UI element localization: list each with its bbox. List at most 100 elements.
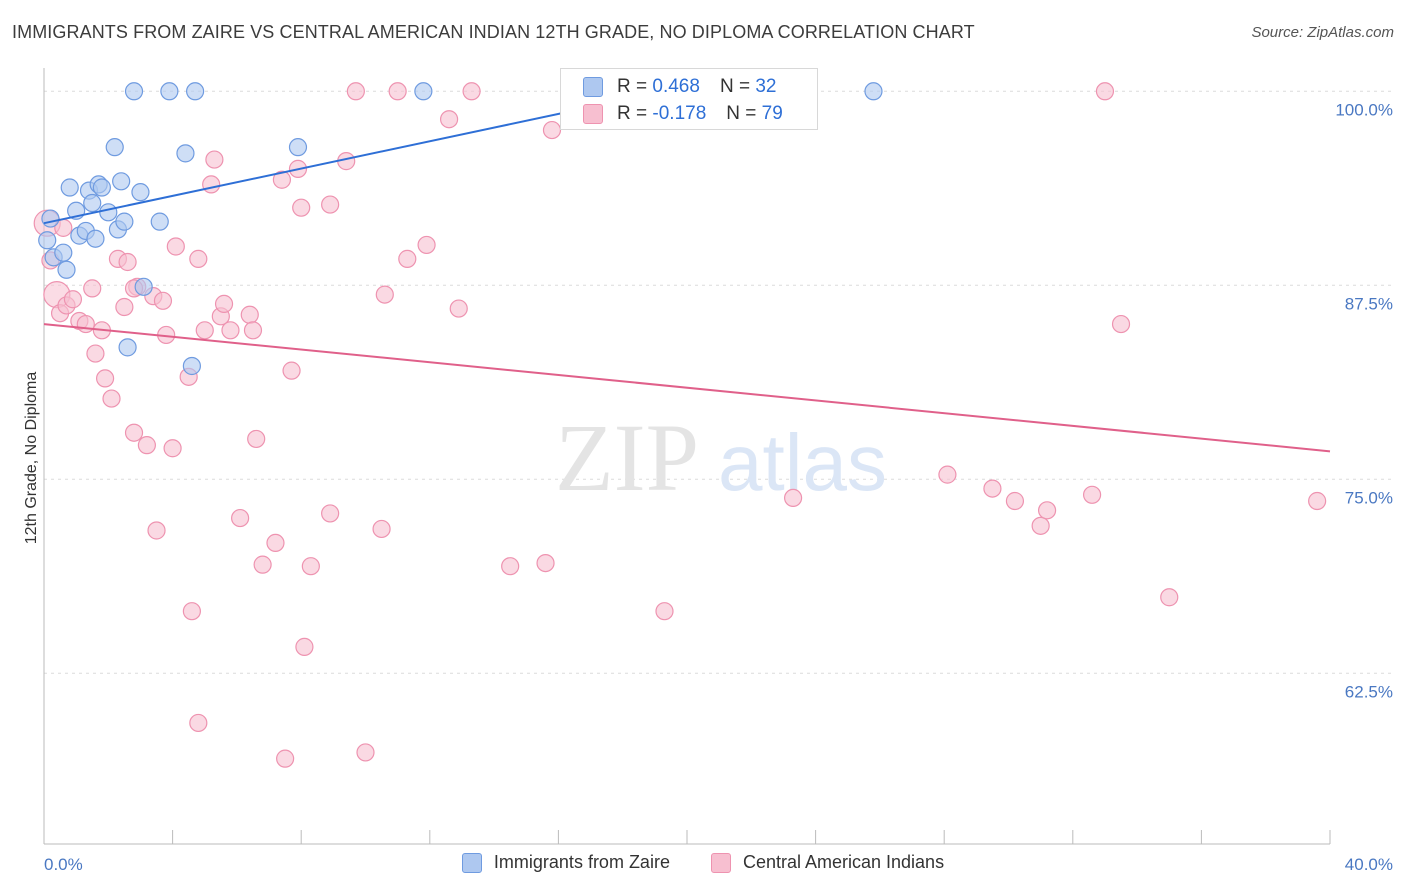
x-tick-label-max: 40.0%: [1345, 855, 1393, 874]
central-american-point-38: [253, 555, 272, 574]
watermark-atlas: atlas: [718, 418, 887, 507]
central-american-point-32: [214, 294, 234, 314]
gridlines: [44, 90, 1393, 674]
central-american-point-28: [195, 321, 214, 340]
central-american-point-9: [86, 344, 105, 363]
central-american-point-70: [1037, 501, 1057, 520]
central-american-point-24: [166, 237, 185, 256]
central-american-point-39: [266, 533, 285, 553]
zaire-point-20: [124, 82, 144, 101]
zaire-point-1: [41, 209, 60, 228]
zaire-point-25: [176, 144, 195, 163]
r-value: -0.178: [652, 103, 707, 124]
y-tick-labels: 62.5% 75.0% 87.5% 100.0%: [1335, 100, 1393, 701]
y-tick-label-3: 100.0%: [1335, 100, 1393, 119]
zaire-point-28: [288, 138, 308, 157]
central-american-point-69: [1031, 516, 1050, 535]
series-immigrants-from-zaire: [38, 82, 883, 376]
x-ticks: [43, 830, 1331, 844]
central-american-point-50: [346, 82, 365, 101]
central-american-point-27: [189, 249, 208, 268]
zaire-point-18: [115, 212, 134, 231]
central-american-point-53: [375, 285, 394, 304]
central-american-point-73: [1111, 314, 1131, 334]
central-american-point-18: [137, 436, 156, 455]
zaire-point-21: [131, 183, 150, 202]
central-american-point-41: [276, 749, 295, 768]
source-note: Source: ZipAtlas.com: [1251, 24, 1394, 41]
central-american-point-55: [398, 249, 417, 268]
legend-swatch-blue: [461, 852, 482, 873]
central-american-point-42: [282, 361, 301, 380]
central-american-point-72: [1095, 82, 1115, 101]
zaire-point-0: [38, 231, 57, 250]
stats-swatch-pink: [583, 104, 603, 124]
central-american-point-61: [536, 553, 555, 573]
zaire-point-11: [86, 229, 105, 248]
central-american-point-47: [321, 504, 340, 523]
y-tick-label-1: 75.0%: [1345, 488, 1393, 507]
central-american-point-60: [501, 557, 520, 576]
legend-swatch-pink: [710, 852, 731, 873]
n-value: 79: [761, 103, 783, 124]
central-american-point-16: [124, 423, 144, 442]
legend-item-central-american[interactable]: Central American Indians: [710, 852, 945, 873]
central-american-point-52: [372, 519, 391, 539]
central-american-point-58: [449, 299, 468, 318]
central-american-point-44: [292, 198, 311, 217]
n-label: N =: [719, 76, 751, 97]
central-american-point-15: [118, 252, 137, 272]
stats-swatch-blue: [583, 77, 603, 97]
r-label: R =: [617, 76, 648, 97]
central-american-point-8: [83, 279, 102, 298]
zaire-point-31: [864, 82, 883, 101]
series-central-american-indians: [33, 82, 1327, 768]
central-american-point-40: [272, 170, 292, 189]
zaire-point-13: [92, 178, 111, 197]
central-american-point-45: [295, 637, 314, 656]
central-american-point-5: [63, 290, 83, 309]
legend-item-zaire[interactable]: Immigrants from Zaire: [461, 852, 670, 873]
zaire-point-27: [186, 82, 205, 101]
watermark: ZIP atlas: [555, 404, 887, 511]
central-american-point-33: [221, 321, 240, 340]
central-american-point-29: [202, 175, 221, 194]
zaire-point-24: [160, 82, 179, 101]
trend-lines: [43, 85, 1331, 453]
central-american-point-36: [243, 321, 263, 340]
central-american-point-37: [247, 429, 266, 449]
central-american-point-23: [163, 439, 182, 458]
central-american-point-46: [301, 557, 320, 576]
central-american-trend-line: [43, 323, 1331, 453]
stats-row-central-american: R = -0.178 N = 79: [583, 101, 783, 127]
chart-title: IMMIGRANTS FROM ZAIRE VS CENTRAL AMERICA…: [12, 22, 975, 42]
legend-label-central-american: Central American Indians: [742, 852, 945, 872]
watermark-zip: ZIP: [555, 404, 699, 511]
central-american-point-56: [417, 235, 436, 255]
central-american-point-35: [240, 305, 259, 324]
zaire-point-14: [99, 203, 118, 222]
zaire-point-5: [60, 178, 79, 197]
zaire-point-17: [112, 172, 131, 191]
zaire-point-23: [150, 212, 169, 231]
central-american-point-66: [938, 465, 957, 484]
zaire-point-26: [182, 356, 201, 376]
stats-legend: R = 0.468 N = 32 R = -0.178 N = 79: [560, 68, 818, 130]
central-american-point-51: [356, 743, 375, 762]
central-american-point-21: [153, 291, 173, 310]
zaire-point-3: [54, 243, 73, 262]
central-american-point-11: [95, 369, 115, 388]
stats-row-zaire: R = 0.468 N = 32: [583, 74, 776, 100]
r-value: 0.468: [652, 76, 700, 97]
central-american-point-30: [205, 150, 224, 169]
central-american-point-67: [983, 479, 1002, 498]
zaire-point-4: [57, 260, 76, 279]
x-tick-labels: 0.0% 40.0%: [44, 855, 1393, 874]
zaire-point-19: [118, 338, 137, 357]
n-value: 32: [755, 76, 777, 97]
central-american-point-7: [76, 314, 95, 334]
central-american-point-14: [115, 297, 134, 317]
central-american-point-76: [189, 713, 208, 733]
central-american-point-26: [182, 602, 201, 621]
y-axis-label: 12th Grade, No Diploma: [23, 372, 40, 545]
